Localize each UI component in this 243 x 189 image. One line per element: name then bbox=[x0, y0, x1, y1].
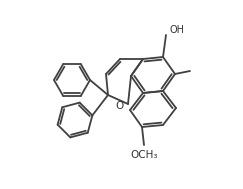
Text: OH: OH bbox=[169, 25, 184, 35]
Text: O: O bbox=[115, 101, 123, 111]
Text: OCH₃: OCH₃ bbox=[130, 150, 158, 160]
